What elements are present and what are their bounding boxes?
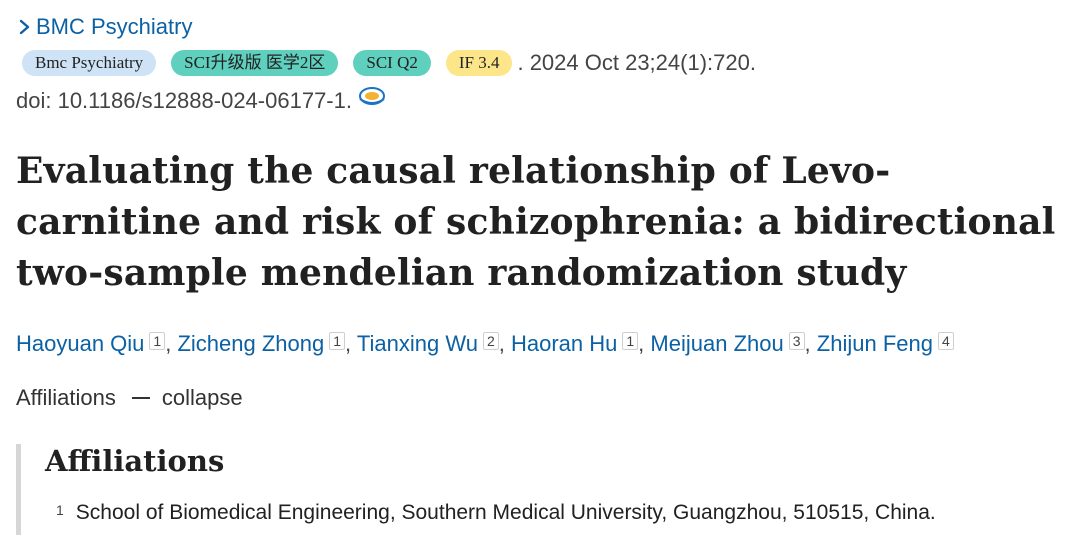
author-separator: , bbox=[804, 331, 811, 356]
doi-row: doi: 10.1186/s12888-024-06177-1. bbox=[16, 85, 388, 114]
citation-text: . 2024 Oct 23;24(1):720. bbox=[517, 50, 756, 75]
affiliation-ref[interactable]: 1 bbox=[622, 332, 639, 350]
affiliation-ref[interactable]: 1 bbox=[149, 332, 166, 350]
affiliations-toggle-label: Affiliations bbox=[16, 385, 116, 410]
author-separator: , bbox=[345, 331, 352, 356]
collapse-link[interactable]: collapse bbox=[161, 385, 243, 410]
affiliation-ref[interactable]: 1 bbox=[329, 332, 346, 350]
affiliations-heading: Affiliations bbox=[45, 444, 225, 478]
sci-rank-badge[interactable]: SCI升级版 医学2区 bbox=[171, 50, 339, 76]
author-link[interactable]: Haoran Hu bbox=[510, 331, 618, 356]
journal-link[interactable]: BMC Psychiatry bbox=[16, 14, 192, 40]
author-link[interactable]: Zhijun Feng bbox=[816, 331, 933, 356]
affiliations-toggle[interactable]: Affiliations collapse bbox=[16, 385, 243, 411]
collapse-dash-icon bbox=[131, 397, 150, 399]
sci-quartile-badge[interactable]: SCI Q2 bbox=[353, 50, 431, 76]
affiliation-item: 1 School of Biomedical Engineering, South… bbox=[56, 501, 936, 525]
journal-tags: Bmc Psychiatry SCI升级版 医学2区 SCI Q2 IF 3.4… bbox=[22, 50, 756, 76]
author-separator: , bbox=[638, 331, 645, 356]
author-link[interactable]: Tianxing Wu bbox=[356, 331, 478, 356]
author-separator: , bbox=[498, 331, 505, 356]
doi-link-icon[interactable] bbox=[356, 85, 388, 109]
affiliation-ref[interactable]: 4 bbox=[937, 332, 954, 350]
journal-abbrev-badge[interactable]: Bmc Psychiatry bbox=[22, 50, 157, 76]
affiliation-number: 1 bbox=[56, 502, 64, 518]
affiliation-text: School of Biomedical Engineering, Southe… bbox=[75, 501, 936, 524]
journal-name[interactable]: BMC Psychiatry bbox=[36, 14, 193, 39]
author-list: Haoyuan Qiu 1, Zicheng Zhong 1, Tianxing W… bbox=[16, 331, 954, 357]
affiliation-ref[interactable]: 2 bbox=[482, 332, 499, 350]
author-separator: , bbox=[165, 331, 172, 356]
affiliations-panel: Affiliations 1 School of Biomedical Engin… bbox=[16, 444, 1061, 535]
doi-text: doi: 10.1186/s12888-024-06177-1. bbox=[16, 88, 352, 113]
article-title: Evaluating the causal relationship of Le… bbox=[16, 150, 1056, 294]
impact-factor-badge[interactable]: IF 3.4 bbox=[445, 50, 513, 76]
author-link[interactable]: Zicheng Zhong bbox=[177, 331, 325, 356]
affiliation-ref[interactable]: 3 bbox=[788, 332, 805, 350]
chevron-right-icon bbox=[19, 19, 30, 35]
author-link[interactable]: Meijuan Zhou bbox=[650, 331, 784, 356]
author-link[interactable]: Haoyuan Qiu bbox=[16, 331, 145, 356]
